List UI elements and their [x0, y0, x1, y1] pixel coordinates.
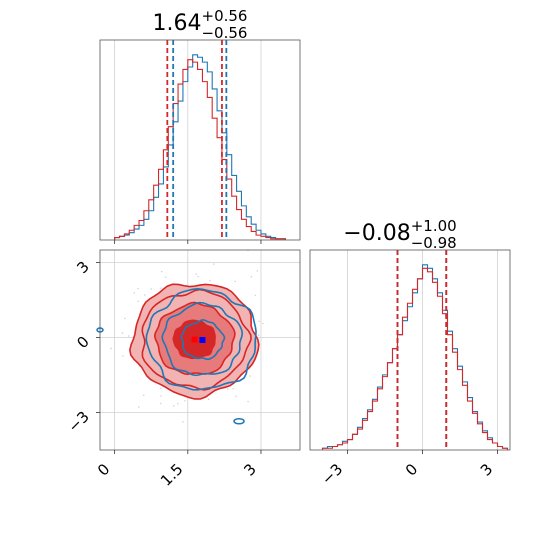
contour-scatter-point [177, 402, 179, 405]
contour-scatter-point [262, 322, 264, 325]
contour-scatter-point [144, 294, 146, 296]
contour-scatter-point [197, 275, 199, 278]
contour-scatter-point [234, 280, 236, 283]
contour-line-red-0 [172, 319, 216, 360]
contour-line-blue-2 [145, 287, 257, 391]
contour-scatter-point [232, 387, 234, 390]
hist2-title: −0.08+1.00 −0.98 [343, 217, 456, 252]
contour-line-red-2 [141, 288, 252, 391]
contour-scatter-point [258, 320, 261, 323]
contour-scatter-point [247, 400, 249, 403]
contour-scatter-point [235, 395, 237, 398]
contour-scatter-point [138, 406, 140, 408]
contour-scatter-point [209, 279, 211, 282]
contour-scatter-point [159, 287, 162, 290]
hist1-quantile-lines [166, 40, 228, 240]
hist1-title: 1.64+0.56 −0.56 [153, 7, 248, 42]
hist1-frame [99, 39, 301, 241]
contour-scatter-point [195, 273, 198, 275]
contour-scatter-point [160, 387, 162, 390]
contour-scatter-point [160, 270, 163, 273]
contour-blob-blue [233, 418, 245, 425]
contour-scatter-point [137, 300, 139, 303]
contour-lines [96, 283, 260, 425]
contour-scatter-point [164, 276, 167, 279]
hist2-quantile-lines [396, 250, 448, 450]
contour-scatter-point [172, 405, 175, 407]
contour-scatter-point [122, 355, 124, 357]
contour-scatter-point [226, 388, 229, 390]
hist2-frame [309, 249, 511, 451]
contour-scatter-point [256, 270, 259, 272]
hist2-series-1 [321, 267, 509, 450]
contour-scatter-point [250, 275, 253, 278]
contour-scatter-point [142, 394, 145, 396]
contour-scatter-point [137, 287, 139, 290]
hist2-title-sup: +1.00 [411, 217, 457, 235]
hist2-title-sub: −0.98 [411, 234, 457, 252]
contour-center-marker-blue [199, 337, 206, 343]
contour-scatter-point [254, 294, 257, 297]
contour-scatter-point [150, 288, 152, 290]
contour-scatter-point [133, 292, 136, 294]
hist2-series [321, 264, 509, 450]
contour-line-red-3 [129, 283, 260, 400]
hist1-title-sup: +0.56 [202, 7, 248, 25]
contour-scatter-point [182, 421, 184, 423]
contour-scatter-point [207, 398, 210, 401]
contour-center-markers [191, 336, 206, 343]
hist1-ticks [114, 240, 262, 244]
contour-scatter-point [127, 335, 130, 337]
contour-scatter-point [160, 395, 162, 397]
contour-line-blue-1 [161, 301, 244, 377]
contour-scatter-point [249, 375, 251, 377]
contour-scatter-point [184, 400, 186, 402]
hist-panel-param-1: 1.64+0.56 −0.56 [99, 7, 301, 244]
hist2-grid [347, 250, 498, 450]
contour-line-red-1 [153, 301, 236, 375]
contour-center-marker-red [191, 336, 198, 343]
contour-line-blue-0 [180, 319, 226, 361]
hist1-title-sub: −0.56 [201, 24, 247, 42]
contour-scatter-point [110, 347, 112, 350]
hist2-title-main: −0.08 [343, 221, 410, 246]
hist1-title-main: 1.64 [153, 11, 202, 36]
hist1-series-1 [114, 59, 286, 240]
hist1-series [114, 54, 286, 240]
contour-scatter-point [159, 402, 162, 405]
contour-scatter-point [212, 263, 215, 265]
contour-scatter-point [121, 332, 124, 334]
contour-scatter-point [257, 334, 260, 337]
hist1-series-0 [114, 54, 286, 240]
contour-frame [99, 249, 301, 451]
contour-scatter-point [124, 317, 126, 320]
